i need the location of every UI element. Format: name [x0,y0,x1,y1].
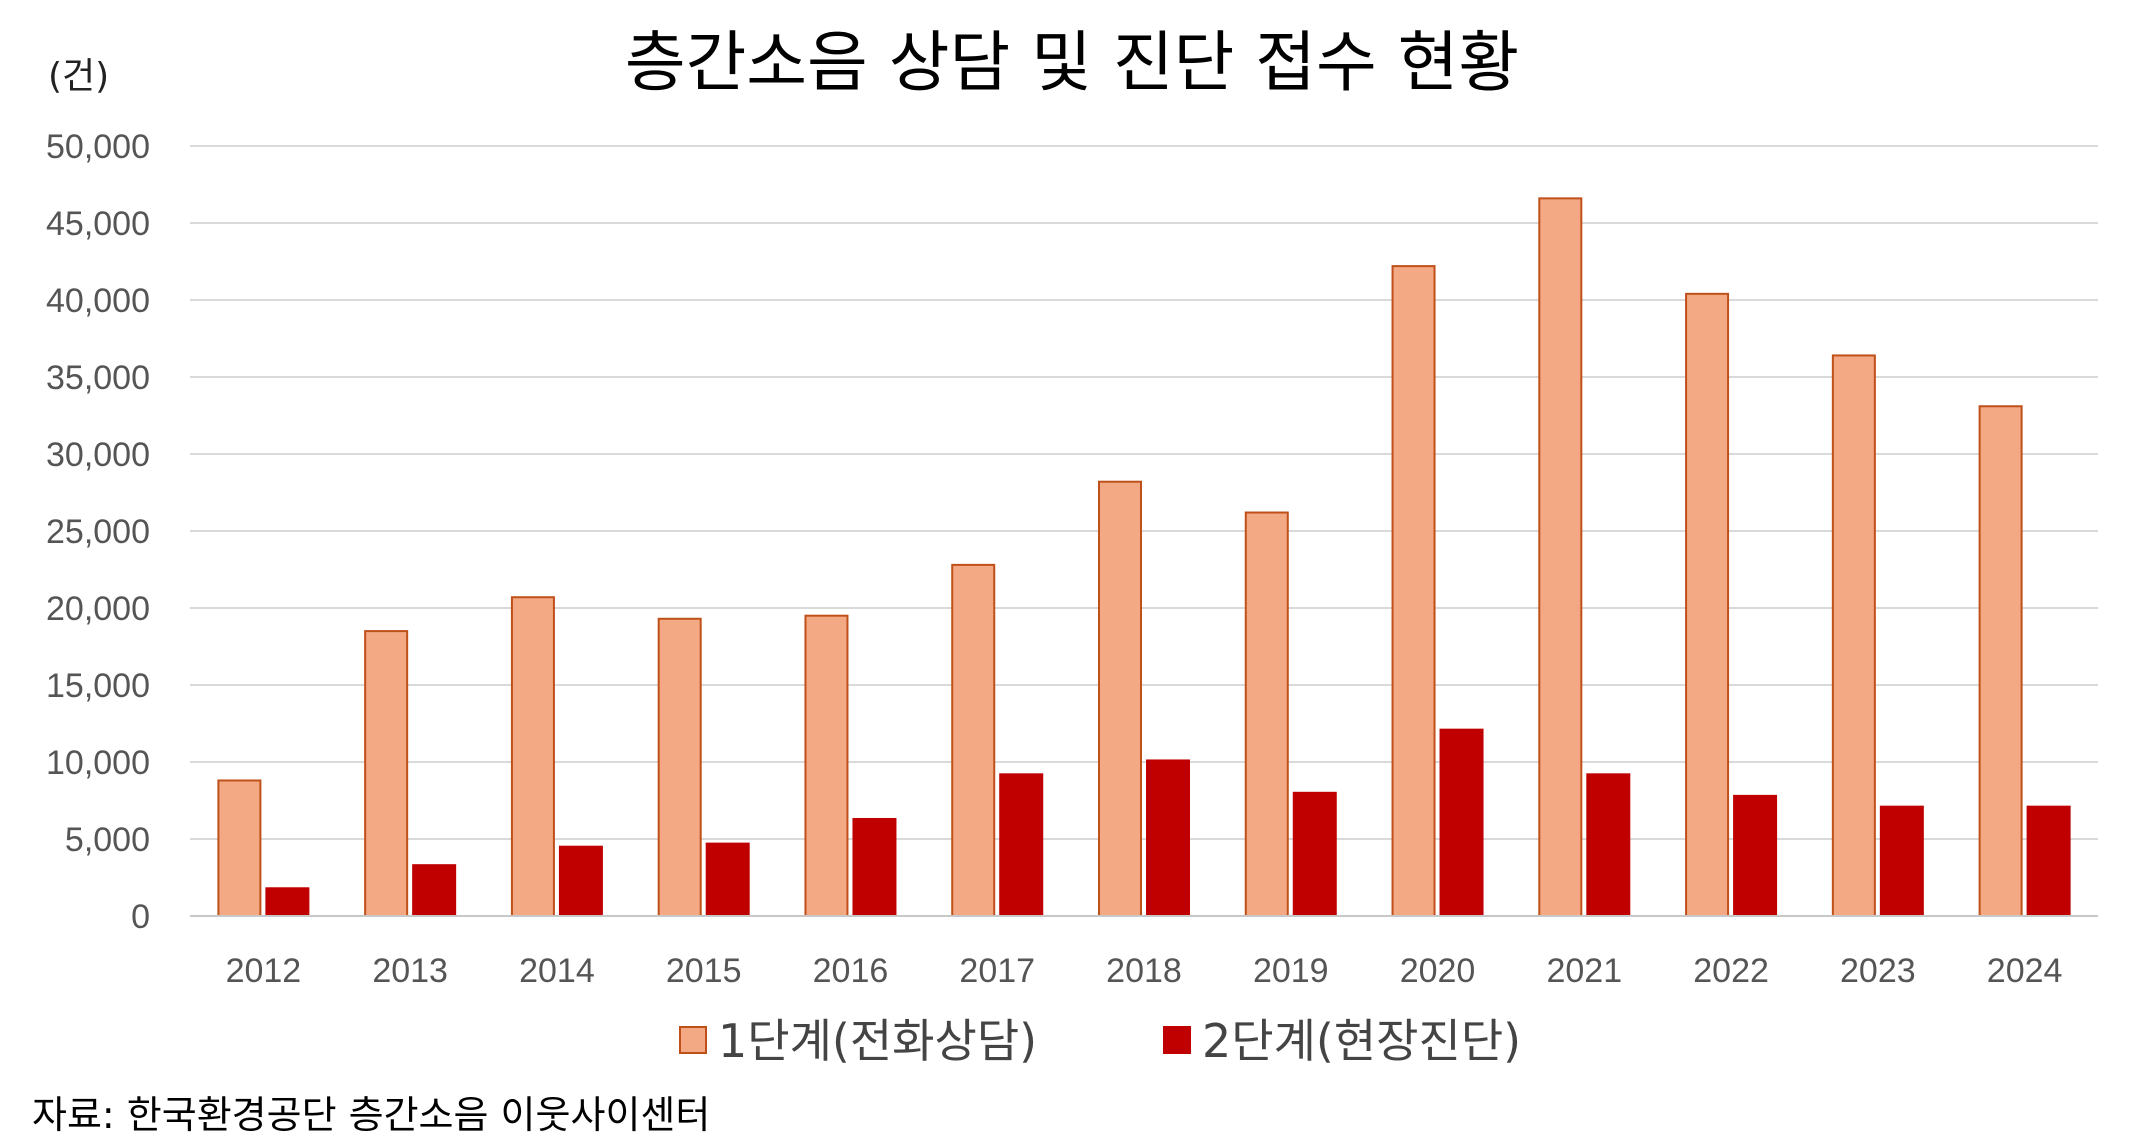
bar-site-diagnosis-2020 [1439,728,1484,917]
y-tick-label: 10,000 [46,744,150,782]
bar-phone-consult-2019 [1244,511,1289,918]
bar-phone-consult-2012 [217,779,262,917]
bar-site-diagnosis-2022 [1733,794,1778,918]
bar-site-diagnosis-2024 [2026,805,2071,917]
bar-phone-consult-2023 [1831,354,1876,917]
x-tick-label: 2022 [1693,952,1769,990]
bar-phone-consult-2024 [1978,405,2023,917]
legend-swatch-2 [1163,1026,1191,1054]
bar-site-diagnosis-2021 [1586,773,1631,917]
bar-phone-consult-2014 [510,596,555,917]
bar-site-diagnosis-2023 [1879,805,1924,917]
x-axis-ticks: 2012 2013 2014 2015 2016 2017 2018 2019 2020 2021… [226,952,2063,990]
x-tick-label: 2018 [1106,952,1182,990]
x-tick-label: 2015 [666,952,742,990]
y-tick-label: 0 [131,898,150,936]
bar-site-diagnosis-2012 [265,887,310,918]
bars [217,197,2071,918]
bar-site-diagnosis-2017 [999,773,1044,917]
bar-phone-consult-2020 [1391,265,1436,917]
bar-site-diagnosis-2018 [1146,759,1190,918]
x-tick-label: 2024 [1987,952,2063,990]
bar-site-diagnosis-2014 [558,845,603,918]
y-tick-label: 35,000 [46,359,150,397]
x-tick-label: 2020 [1400,952,1476,990]
bar-phone-consult-2022 [1685,292,1730,917]
y-tick-label: 25,000 [46,513,150,551]
bar-phone-consult-2021 [1538,197,1583,918]
x-tick-label: 2016 [813,952,889,990]
bar-phone-consult-2017 [951,563,996,917]
bar-site-diagnosis-2013 [412,864,457,917]
x-tick-label: 2012 [226,952,302,990]
y-tick-label: 30,000 [46,436,150,474]
y-axis-ticks: 0 5,000 10,000 15,000 20,000 25,000 30,000 35,0… [46,128,150,936]
legend-label-2: 2단계(현장진단) [1202,1014,1521,1068]
legend: 1단계(전화상담) 2단계(현장진단) [679,1014,1521,1068]
x-tick-label: 2014 [519,952,595,990]
x-tick-label: 2019 [1253,952,1329,990]
y-tick-label: 20,000 [46,590,150,628]
y-tick-label: 5,000 [65,821,150,859]
bar-phone-consult-2013 [364,630,409,917]
y-axis-unit: (건) [48,56,109,97]
y-tick-label: 50,000 [46,128,150,166]
y-tick-label: 40,000 [46,282,150,320]
x-tick-label: 2013 [372,952,448,990]
bar-phone-consult-2018 [1098,480,1142,917]
y-tick-label: 45,000 [46,205,150,243]
bar-phone-consult-2016 [804,614,849,917]
x-tick-label: 2023 [1840,952,1916,990]
x-tick-label: 2021 [1546,952,1622,990]
bar-phone-consult-2015 [657,617,702,918]
bar-site-diagnosis-2015 [705,842,750,917]
bar-site-diagnosis-2019 [1292,791,1337,917]
gridlines [190,145,2098,840]
chart-title: 층간소음 상담 및 진단 접수 현황 [625,24,1519,101]
bar-site-diagnosis-2016 [852,817,897,917]
x-tick-label: 2017 [959,952,1035,990]
source-note: 자료: 한국환경공단 층간소음 이웃사이센터 [32,1093,710,1133]
y-tick-label: 15,000 [46,667,150,705]
legend-label-1: 1단계(전화상담) [718,1014,1037,1068]
legend-swatch-1 [679,1026,707,1054]
